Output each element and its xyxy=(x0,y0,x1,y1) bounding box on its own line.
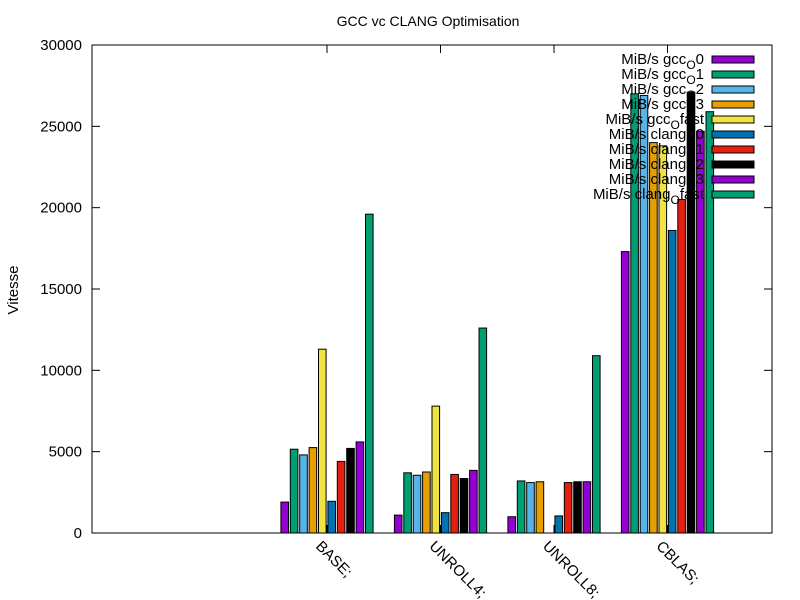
y-axis-label: Vitesse xyxy=(5,266,22,315)
legend-label: MiB/s clangO0 xyxy=(609,126,704,147)
legend-label: MiB/s gccO2 xyxy=(621,81,704,102)
legend-label: MiB/s gccO3 xyxy=(621,96,704,117)
bar xyxy=(412,474,422,534)
y-tick-label: 0 xyxy=(74,525,82,542)
bar xyxy=(658,145,668,534)
bar xyxy=(440,512,450,534)
bar xyxy=(422,471,431,534)
bar xyxy=(355,441,365,534)
x-tick-label: UNROLL8; xyxy=(539,538,603,600)
bar xyxy=(696,130,705,534)
legend-swatch xyxy=(711,115,755,124)
bar xyxy=(346,447,355,534)
legend-label: MiB/s gccOfast xyxy=(605,111,704,132)
bar xyxy=(478,327,488,534)
y-tick-label: 20000 xyxy=(40,200,82,217)
bar xyxy=(507,516,516,534)
legend-swatch xyxy=(711,85,755,94)
bar xyxy=(630,93,639,534)
legend-label: MiB/s gccO1 xyxy=(621,66,704,87)
bar xyxy=(639,94,649,534)
bar xyxy=(563,482,573,534)
bar xyxy=(535,481,545,534)
bar xyxy=(469,469,478,534)
legend-swatch xyxy=(711,130,755,139)
bar xyxy=(705,111,715,534)
bar xyxy=(459,478,469,534)
legend-label: MiB/s clangO3 xyxy=(609,171,704,192)
legend-swatch xyxy=(711,145,755,154)
bar xyxy=(620,251,630,534)
bar xyxy=(403,472,412,534)
bar xyxy=(336,460,346,534)
bar xyxy=(516,480,526,534)
y-tick-label: 10000 xyxy=(40,362,82,379)
x-tick-label: UNROLL4; xyxy=(426,538,490,600)
y-tick-label: 5000 xyxy=(49,444,82,461)
bar xyxy=(393,514,403,534)
bar xyxy=(667,229,677,534)
bar xyxy=(299,454,308,534)
legend-swatch xyxy=(711,70,755,79)
legend-swatch xyxy=(711,160,755,169)
y-tick-label: 30000 xyxy=(40,37,82,54)
bar xyxy=(649,142,658,534)
bar xyxy=(526,482,535,534)
y-tick-label: 25000 xyxy=(40,118,82,135)
bar xyxy=(308,447,318,534)
legend-swatch xyxy=(711,190,755,199)
bar xyxy=(686,91,696,534)
bars xyxy=(280,91,715,534)
bar xyxy=(327,500,336,534)
bar xyxy=(554,515,564,534)
legend-label: MiB/s clangO1 xyxy=(609,141,704,162)
bar xyxy=(289,448,299,534)
bar xyxy=(365,213,374,534)
bar xyxy=(573,481,582,534)
bar xyxy=(677,199,686,534)
legend-swatch xyxy=(711,175,755,184)
legend-label: MiB/s gccO0 xyxy=(621,51,704,72)
x-tick-label: BASE; xyxy=(312,538,355,581)
bar xyxy=(318,348,327,534)
bar xyxy=(582,481,592,534)
chart-title: GCC vc CLANG Optimisation xyxy=(337,13,520,29)
bar xyxy=(431,405,441,534)
legend-label: MiB/s clangOfast xyxy=(593,186,705,207)
bar xyxy=(592,355,601,534)
x-tick-label: CBLAS; xyxy=(653,538,703,588)
legend-swatch xyxy=(711,100,755,109)
legend-swatch xyxy=(711,55,755,64)
y-tick-label: 15000 xyxy=(40,281,82,298)
y-axis: 0 5000 10000 15000 20000 25000 30000 xyxy=(40,37,772,542)
legend-label: MiB/s clangO2 xyxy=(609,156,704,177)
bar xyxy=(450,473,459,534)
bar xyxy=(280,501,289,534)
